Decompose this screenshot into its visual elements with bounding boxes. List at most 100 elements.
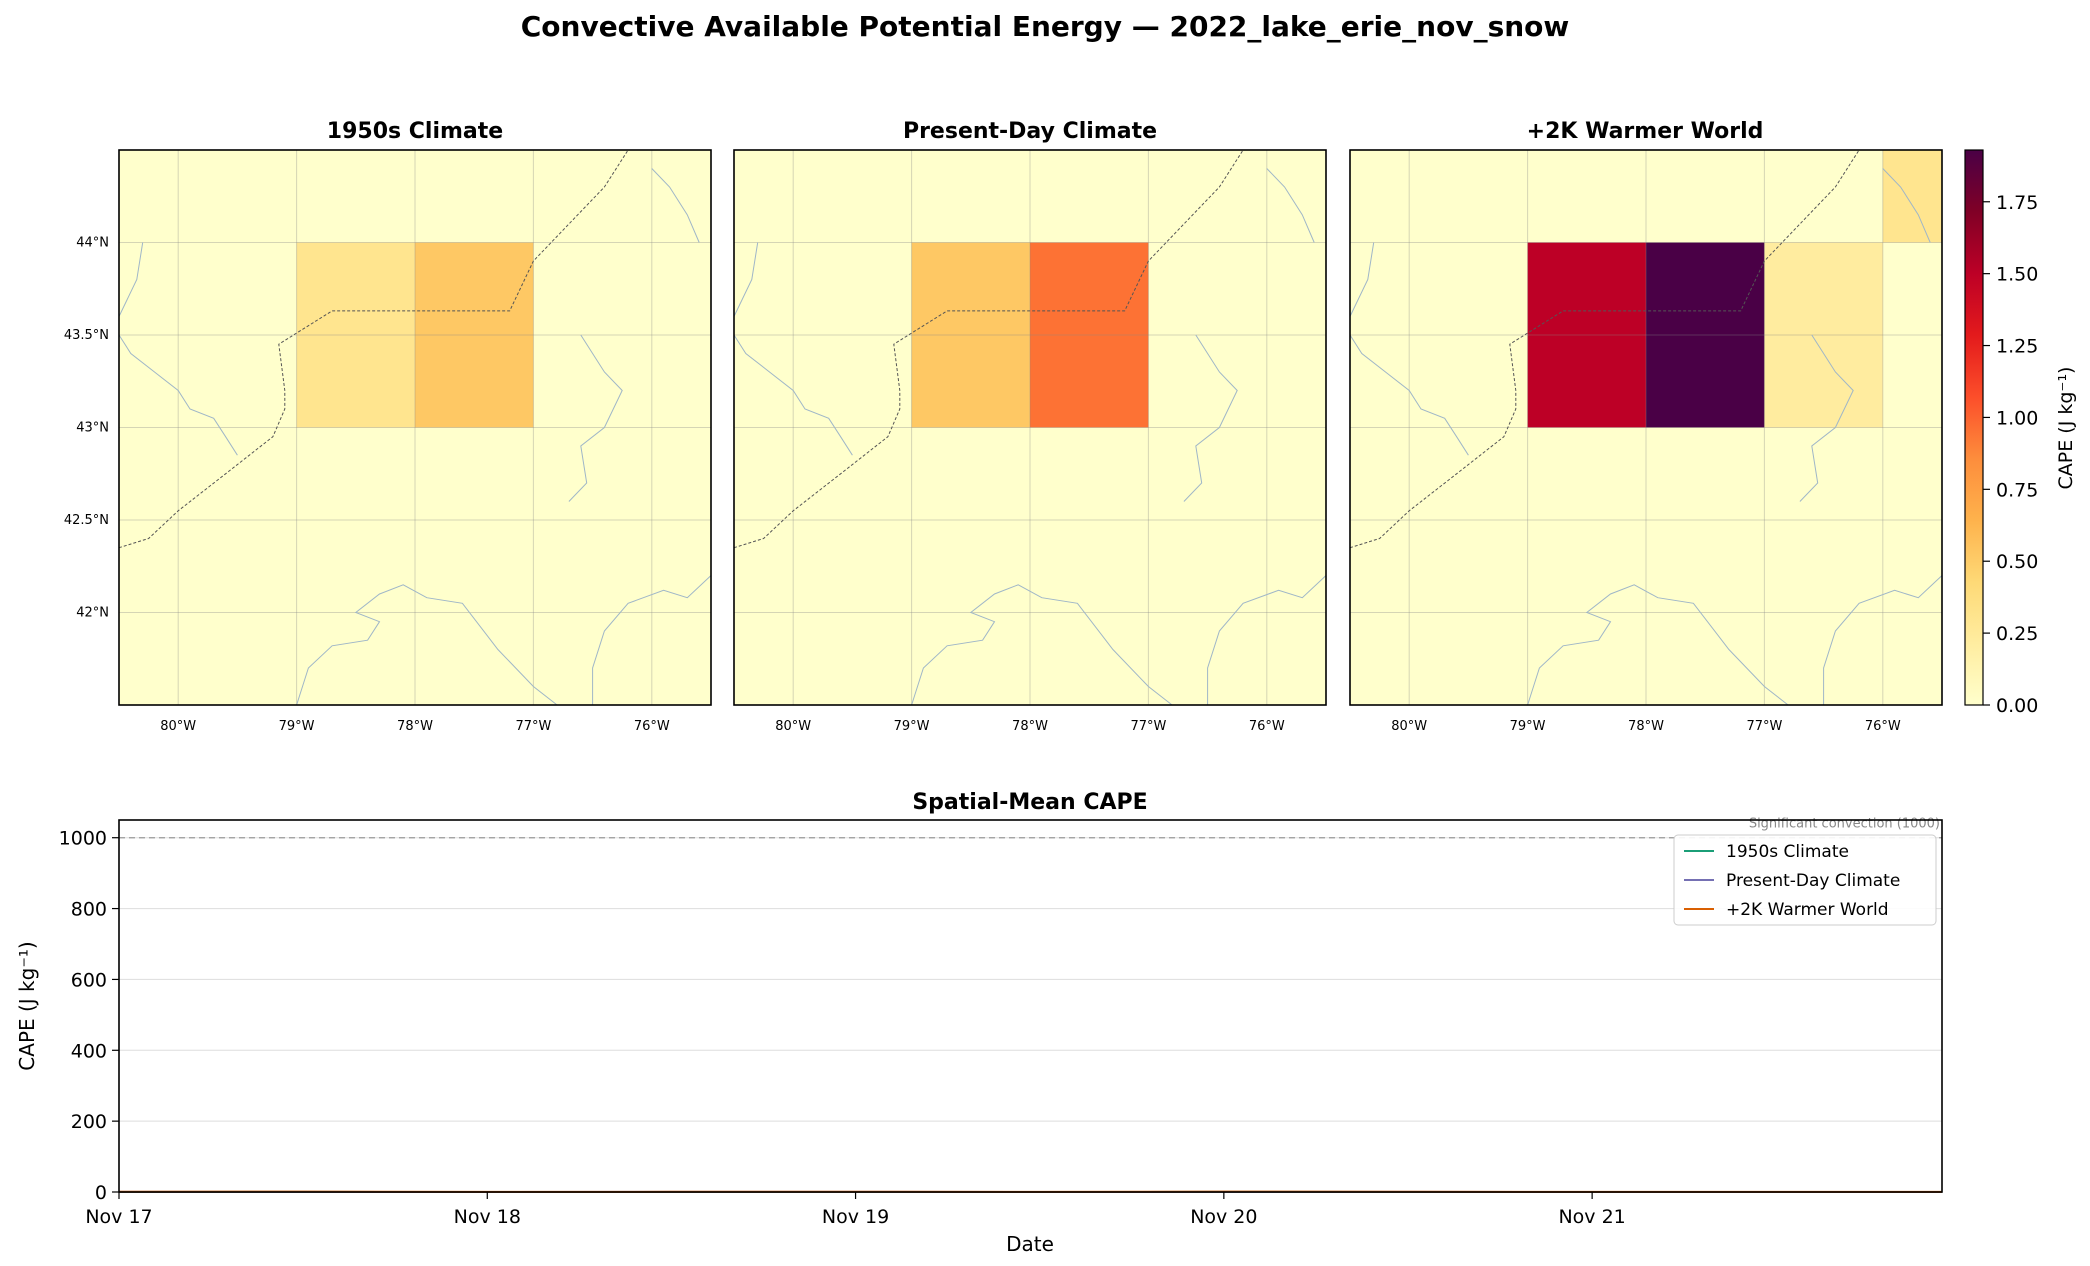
reference-line-label: Significant convection (1000) [1749,817,1940,832]
colorbar-tick-label: 0.50 [1996,551,2038,573]
colorbar-tick-label: 1.75 [1996,192,2038,214]
heatmap-cells-plus2k [1527,150,1942,428]
lon-tick-labels-plus2k: 80°W 79°W 78°W 77°W 76°W [1391,719,1901,734]
coastline [1266,168,1315,243]
map-frame-plus2k [1349,149,1943,706]
map-frame-present [733,149,1327,706]
timeseries-y-ticks: 0 200 400 600 800 1000 [59,828,119,1204]
lon-tick-label: 80°W [775,719,811,734]
colorbar-fill [1965,150,1983,705]
timeseries-panel: Spatial-Mean CAPE Significant convection… [15,790,1943,1256]
lon-tick-label: 76°W [634,719,670,734]
heatmap-cell [1882,150,1942,243]
coastline [592,575,712,705]
legend-entry: +2K Warmer World [1726,900,1889,920]
legend-box [1673,834,1937,926]
x-tick-label: Nov 20 [1190,1206,1257,1228]
lon-tick-label: 78°W [397,719,433,734]
colorbar-frame [1964,149,1984,706]
colorbar-label: CAPE (J kg⁻¹) [2055,367,2077,490]
coastline [651,168,700,243]
lat-tick-label: 43°N [76,421,109,436]
map-panel-plus2k: +2K Warmer World 80°W 79°W 78°W 77°W 76°W [1349,119,1943,734]
x-tick-label: Nov 18 [454,1206,521,1228]
coastline [733,242,759,317]
coastline [1183,334,1238,502]
figure-suptitle: Convective Available Potential Energy — … [521,10,1570,43]
y-tick-label: 800 [71,899,107,921]
lon-tick-label: 79°W [279,719,315,734]
x-tick-label: Nov 21 [1558,1206,1625,1228]
heatmap-cell [1646,242,1765,428]
colorbar: 0.00 0.25 0.50 0.75 1.00 1.25 1.50 1.75 CAPE (J… [1964,149,2077,717]
coastline [1823,575,1943,705]
lon-tick-label: 80°W [160,719,196,734]
coastline [1799,334,1854,502]
x-tick-label: Nov 19 [822,1206,889,1228]
panel-title-present: Present-Day Climate [903,119,1157,144]
colorbar-tick-label: 1.50 [1996,264,2038,286]
coastline [1349,242,1375,317]
lat-tick-labels-1950s: 42°N 42.5°N 43°N 43.5°N 44°N [64,236,109,621]
lon-tick-label: 79°W [1510,719,1546,734]
timeseries-frame [118,819,1943,1193]
coastline [1207,575,1327,705]
lon-tick-labels-present: 80°W 79°W 78°W 77°W 76°W [775,719,1285,734]
lat-tick-label: 44°N [76,236,109,251]
legend-entry: 1950s Climate [1726,842,1849,862]
lon-tick-labels-1950s: 80°W 79°W 78°W 77°W 76°W [160,719,670,734]
heatmap-cell [415,242,534,428]
colorbar-tick-label: 0.00 [1996,695,2038,717]
x-tick-label: Nov 17 [85,1206,152,1228]
coastline [296,584,558,706]
colorbar-tick-label: 1.00 [1996,407,2038,429]
coastline [1882,168,1931,243]
heatmap-cell [1527,242,1646,428]
timeseries-xlabel: Date [1006,1232,1054,1256]
coastline [1349,334,1469,456]
coastline [568,334,623,502]
lon-tick-label: 78°W [1012,719,1048,734]
lat-tick-label: 42.5°N [64,513,109,528]
lon-tick-label: 77°W [515,719,551,734]
timeseries-gridlines [119,837,1942,1193]
y-tick-label: 1000 [59,828,107,850]
colorbar-tick-label: 1.25 [1996,336,2038,358]
legend-entry: Present-Day Climate [1726,871,1900,891]
coastlines-present [733,149,1327,706]
y-tick-label: 0 [95,1182,107,1204]
heatmap-cell [911,242,1030,428]
timeseries-legend: 1950s Climate Present-Day Climate +2K Warm… [1673,834,1937,926]
coastline [118,242,144,317]
y-tick-label: 400 [71,1040,107,1062]
lon-tick-label: 76°W [1865,719,1901,734]
lat-tick-label: 43.5°N [64,328,109,343]
heatmap-cell [1764,242,1883,428]
heatmap-cells-1950s [296,242,534,428]
heatmap-cell [296,242,415,428]
lat-tick-label: 42°N [76,606,109,621]
lon-tick-label: 77°W [1746,719,1782,734]
coastline [1527,584,1789,706]
y-tick-label: 600 [71,969,107,991]
timeseries-ylabel: CAPE (J kg⁻¹) [15,941,39,1070]
state-border [733,149,1244,549]
timeseries-x-ticks: Nov 17 Nov 18 Nov 19 Nov 20 Nov 21 [85,1192,1626,1228]
map-panel-present: Present-Day Climate 80°W 79°W 78°W 77°W 76°W [733,119,1327,734]
colorbar-ticks: 0.00 0.25 0.50 0.75 1.00 1.25 1.50 1.75 [1983,192,2038,717]
map-frame-1950s [118,149,712,706]
map-panel-1950s: 1950s Climate 80°W 79°W 78°W 77°W 76°W 42°N4… [64,119,712,734]
lon-tick-label: 78°W [1628,719,1664,734]
colorbar-tick-label: 0.75 [1996,479,2038,501]
map-gridlines-present [734,150,1326,705]
lon-tick-label: 79°W [894,719,930,734]
lon-tick-label: 76°W [1249,719,1285,734]
coastlines-1950s [118,149,712,706]
coastline [118,334,238,456]
panel-title-plus2k: +2K Warmer World [1527,119,1764,144]
map-gridlines-plus2k [1350,150,1942,705]
coastlines-plus2k [1349,149,1943,706]
map-gridlines-1950s [119,150,711,705]
timeseries-title: Spatial-Mean CAPE [912,790,1147,815]
